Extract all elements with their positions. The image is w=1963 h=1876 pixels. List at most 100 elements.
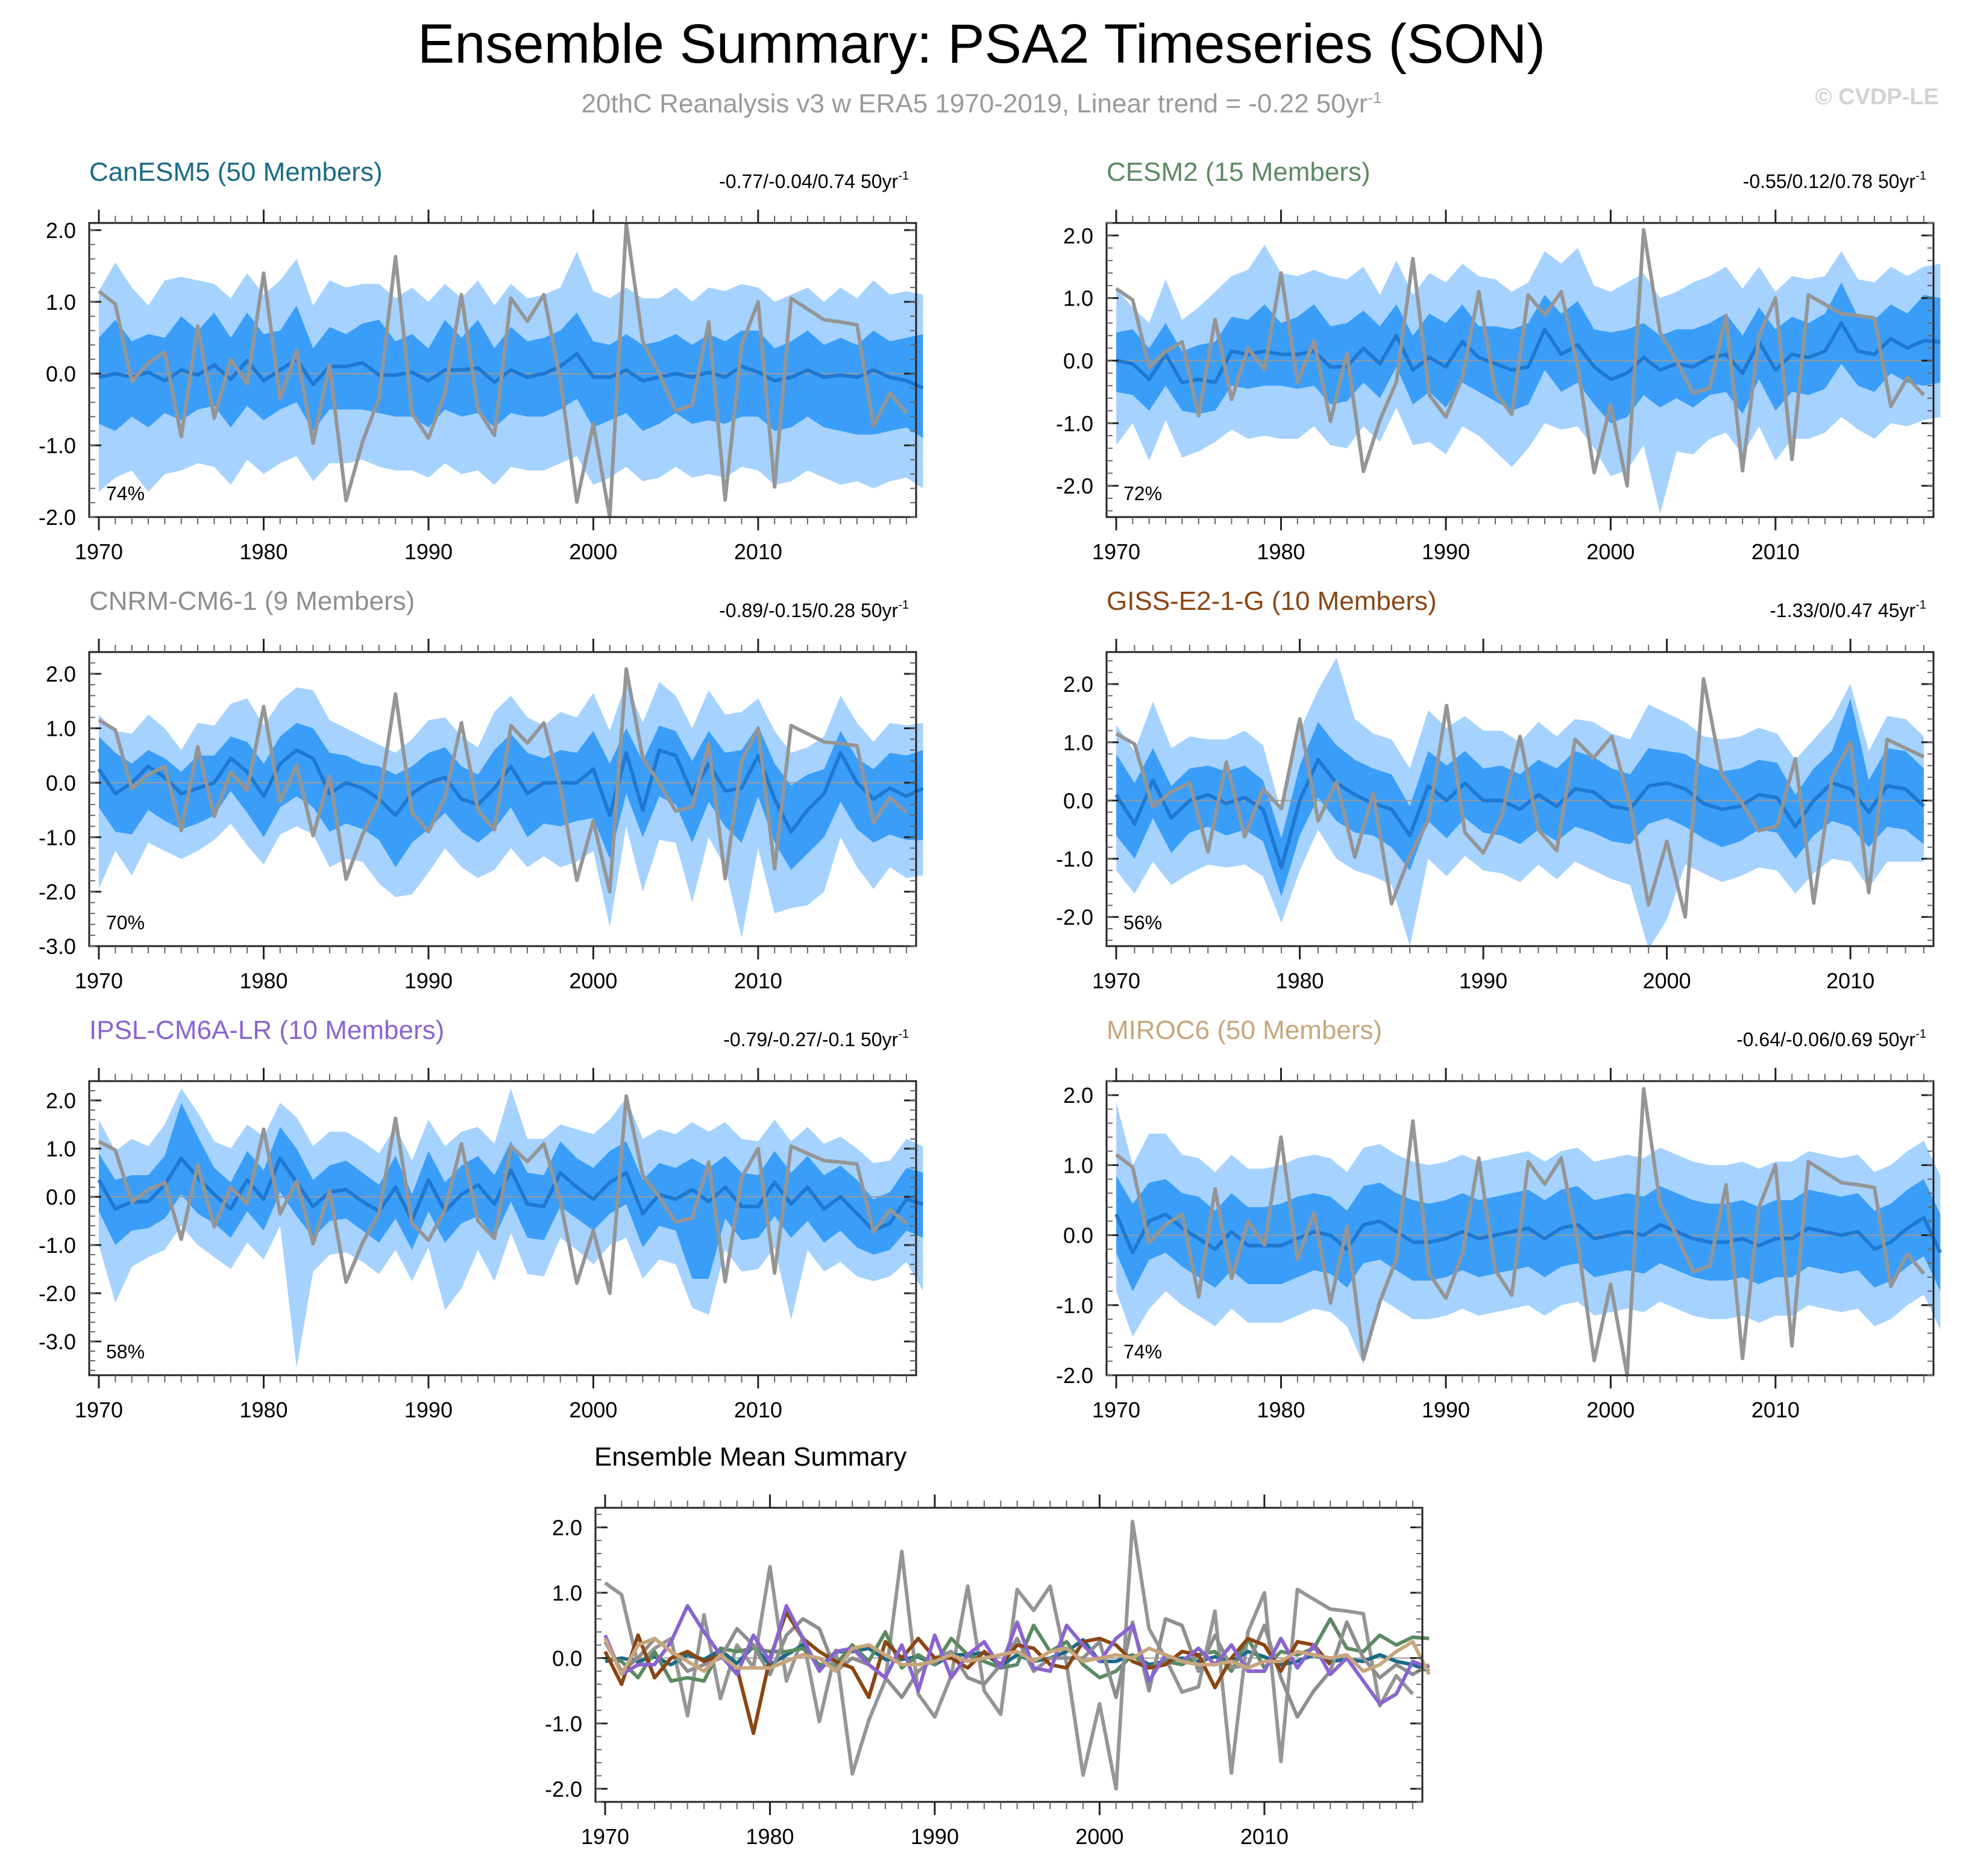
panel-miroc6: 2.0 1.0 0.0 -1.0 -2.0 1970 1980 1990 2000 2010 MIR… bbox=[1056, 1015, 1943, 1422]
y-tick-label: 1.0 bbox=[46, 717, 76, 741]
x-tick-label: 1970 bbox=[1092, 968, 1140, 993]
trend-range-value: -0.64/-0.06/0.69 50yr bbox=[1736, 1029, 1915, 1050]
x-tick-label: 2010 bbox=[734, 1398, 782, 1422]
y-tick-label: -2.0 bbox=[1056, 905, 1093, 930]
x-tick-label: 1990 bbox=[404, 968, 453, 993]
x-tick-label: 1980 bbox=[239, 968, 287, 993]
y-tick-label: 1.0 bbox=[1063, 286, 1093, 311]
y-tick-label: -1.0 bbox=[39, 1233, 76, 1258]
x-tick-label: 1980 bbox=[746, 1824, 794, 1849]
x-tick-label: 2010 bbox=[1751, 1398, 1800, 1422]
percent-label: 56% bbox=[1123, 912, 1162, 933]
percent-label: 58% bbox=[106, 1341, 145, 1363]
x-tick-label: 2010 bbox=[734, 968, 782, 993]
x-tick-label: 1970 bbox=[1092, 539, 1140, 564]
plot-frame bbox=[88, 222, 917, 518]
y-tick-label: -2.0 bbox=[39, 880, 76, 905]
panel-giss: 2.0 1.0 0.0 -1.0 -2.0 1970 1980 1990 2000 2010 GIS… bbox=[1056, 586, 1935, 993]
y-tick-label: -2.0 bbox=[39, 505, 76, 530]
x-tick-label: 2000 bbox=[1643, 968, 1691, 993]
figure-subtitle: 20thC Reanalysis v3 w ERA5 1970-2019, Li… bbox=[0, 81, 1963, 121]
plot-frame bbox=[594, 1507, 1424, 1803]
y-tick-label: 0.0 bbox=[46, 1185, 76, 1209]
y-tick-label: -2.0 bbox=[39, 1281, 76, 1306]
y-tick-label: 1.0 bbox=[46, 1137, 76, 1161]
outer-spread-band bbox=[99, 1088, 923, 1368]
x-tick-label: 2010 bbox=[1826, 968, 1874, 993]
x-tick-label: 2000 bbox=[569, 539, 617, 564]
panel-title: CNRM-CM6-1 (9 Members) bbox=[89, 586, 415, 616]
x-tick-label: 1970 bbox=[581, 1824, 629, 1849]
percent-label: 74% bbox=[1123, 1341, 1162, 1363]
summary-series-cnrm-cm6-1 bbox=[603, 1617, 1430, 1719]
observation-line bbox=[1115, 1087, 1926, 1377]
y-tick-label: -1.0 bbox=[39, 825, 76, 850]
y-tick-label: -2.0 bbox=[1056, 474, 1093, 498]
percent-label: 70% bbox=[106, 912, 145, 933]
x-tick-label: 1990 bbox=[404, 539, 453, 564]
ensemble-mean-line bbox=[97, 748, 924, 834]
percent-label: 74% bbox=[106, 483, 145, 504]
panel-title: Ensemble Mean Summary bbox=[594, 1442, 906, 1472]
panel-summary: 2.0 1.0 0.0 -1.0 -2.0 1970 1980 1990 2000 2010 Ens… bbox=[545, 1442, 1431, 1849]
percent-label: 72% bbox=[1123, 483, 1162, 504]
y-tick-label: 2.0 bbox=[46, 1088, 76, 1113]
y-tick-label: 1.0 bbox=[552, 1581, 582, 1605]
y-tick-label: -2.0 bbox=[1056, 1363, 1093, 1388]
plot-frame bbox=[88, 1080, 917, 1376]
y-tick-label: -3.0 bbox=[39, 934, 76, 959]
x-tick-label: 2000 bbox=[1586, 1398, 1635, 1422]
trend-range-superscript: -1 bbox=[898, 598, 909, 612]
y-tick-label: 2.0 bbox=[46, 218, 76, 243]
trend-range-value: -0.55/0.12/0.78 50yr bbox=[1743, 171, 1916, 192]
y-tick-label: 1.0 bbox=[1063, 730, 1093, 755]
x-tick-label: 2000 bbox=[1586, 539, 1635, 564]
y-tick-label: -1.0 bbox=[1056, 847, 1093, 871]
y-tick-label: 2.0 bbox=[552, 1516, 582, 1540]
plot-frame bbox=[88, 651, 917, 947]
y-tick-label: -1.0 bbox=[1056, 1293, 1093, 1318]
plot-frame bbox=[1105, 222, 1935, 518]
y-tick-label: 0.0 bbox=[46, 362, 76, 386]
y-tick-label: 0.0 bbox=[1063, 348, 1093, 373]
panel-title: CESM2 (15 Members) bbox=[1107, 157, 1371, 187]
y-tick-label: 1.0 bbox=[1063, 1153, 1093, 1178]
y-tick-label: -1.0 bbox=[545, 1711, 582, 1736]
y-tick-label: 0.0 bbox=[46, 771, 76, 795]
inner-spread-band bbox=[1116, 698, 1924, 897]
y-tick-label: -1.0 bbox=[39, 433, 76, 458]
observation-line bbox=[98, 667, 908, 894]
x-tick-label: 2000 bbox=[569, 1398, 617, 1422]
observation-line bbox=[1115, 228, 1926, 488]
trend-range-text: -0.55/0.12/0.78 50yr-1 bbox=[1743, 169, 1926, 192]
x-tick-label: 1990 bbox=[911, 1824, 959, 1849]
subtitle-text: 20thC Reanalysis v3 w ERA5 1970-2019, Li… bbox=[581, 89, 1368, 119]
x-tick-label: 1990 bbox=[404, 1398, 453, 1422]
x-tick-label: 1990 bbox=[1422, 1398, 1470, 1422]
y-tick-label: 0.0 bbox=[1063, 788, 1093, 813]
trend-range-text: -1.33/0/0.47 45yr-1 bbox=[1770, 598, 1926, 621]
x-tick-label: 1970 bbox=[75, 1398, 123, 1422]
y-tick-label: -3.0 bbox=[39, 1329, 76, 1354]
trend-range-value: -0.89/-0.15/0.28 50yr bbox=[719, 600, 898, 621]
panel-ipsl: 2.0 1.0 0.0 -1.0 -2.0 -3.0 1970 1980 1990 2000 201… bbox=[39, 1015, 924, 1422]
y-tick-label: 0.0 bbox=[552, 1646, 582, 1671]
observation-line bbox=[98, 1094, 908, 1295]
x-tick-label: 2010 bbox=[1240, 1824, 1289, 1849]
x-tick-label: 1990 bbox=[1422, 539, 1470, 564]
observation-line bbox=[98, 222, 908, 519]
panel-cnrm: 2.0 1.0 0.0 -1.0 -2.0 -3.0 1970 1980 1990 2000 201… bbox=[39, 586, 924, 993]
trend-range-text: -0.79/-0.27/-0.1 50yr-1 bbox=[723, 1027, 909, 1050]
y-tick-label: 2.0 bbox=[1063, 224, 1093, 248]
panel-title: GISS-E2-1-G (10 Members) bbox=[1107, 586, 1437, 616]
x-tick-label: 2000 bbox=[1075, 1824, 1123, 1849]
trend-range-superscript: -1 bbox=[898, 1027, 909, 1041]
x-tick-label: 2000 bbox=[569, 968, 617, 993]
panel-title: IPSL-CM6A-LR (10 Members) bbox=[89, 1015, 444, 1045]
trend-range-superscript: -1 bbox=[1915, 598, 1926, 612]
panel-canesm5: 2.0 1.0 0.0 -1.0 -2.0 1970 1980 1990 2000 2010 Can… bbox=[39, 157, 924, 564]
inner-spread-band bbox=[99, 723, 923, 870]
summary-series-ipsl-cm6a-lr bbox=[603, 1604, 1430, 1706]
y-tick-label: 2.0 bbox=[46, 662, 76, 686]
trend-range-value: -1.33/0/0.47 45yr bbox=[1770, 600, 1915, 621]
